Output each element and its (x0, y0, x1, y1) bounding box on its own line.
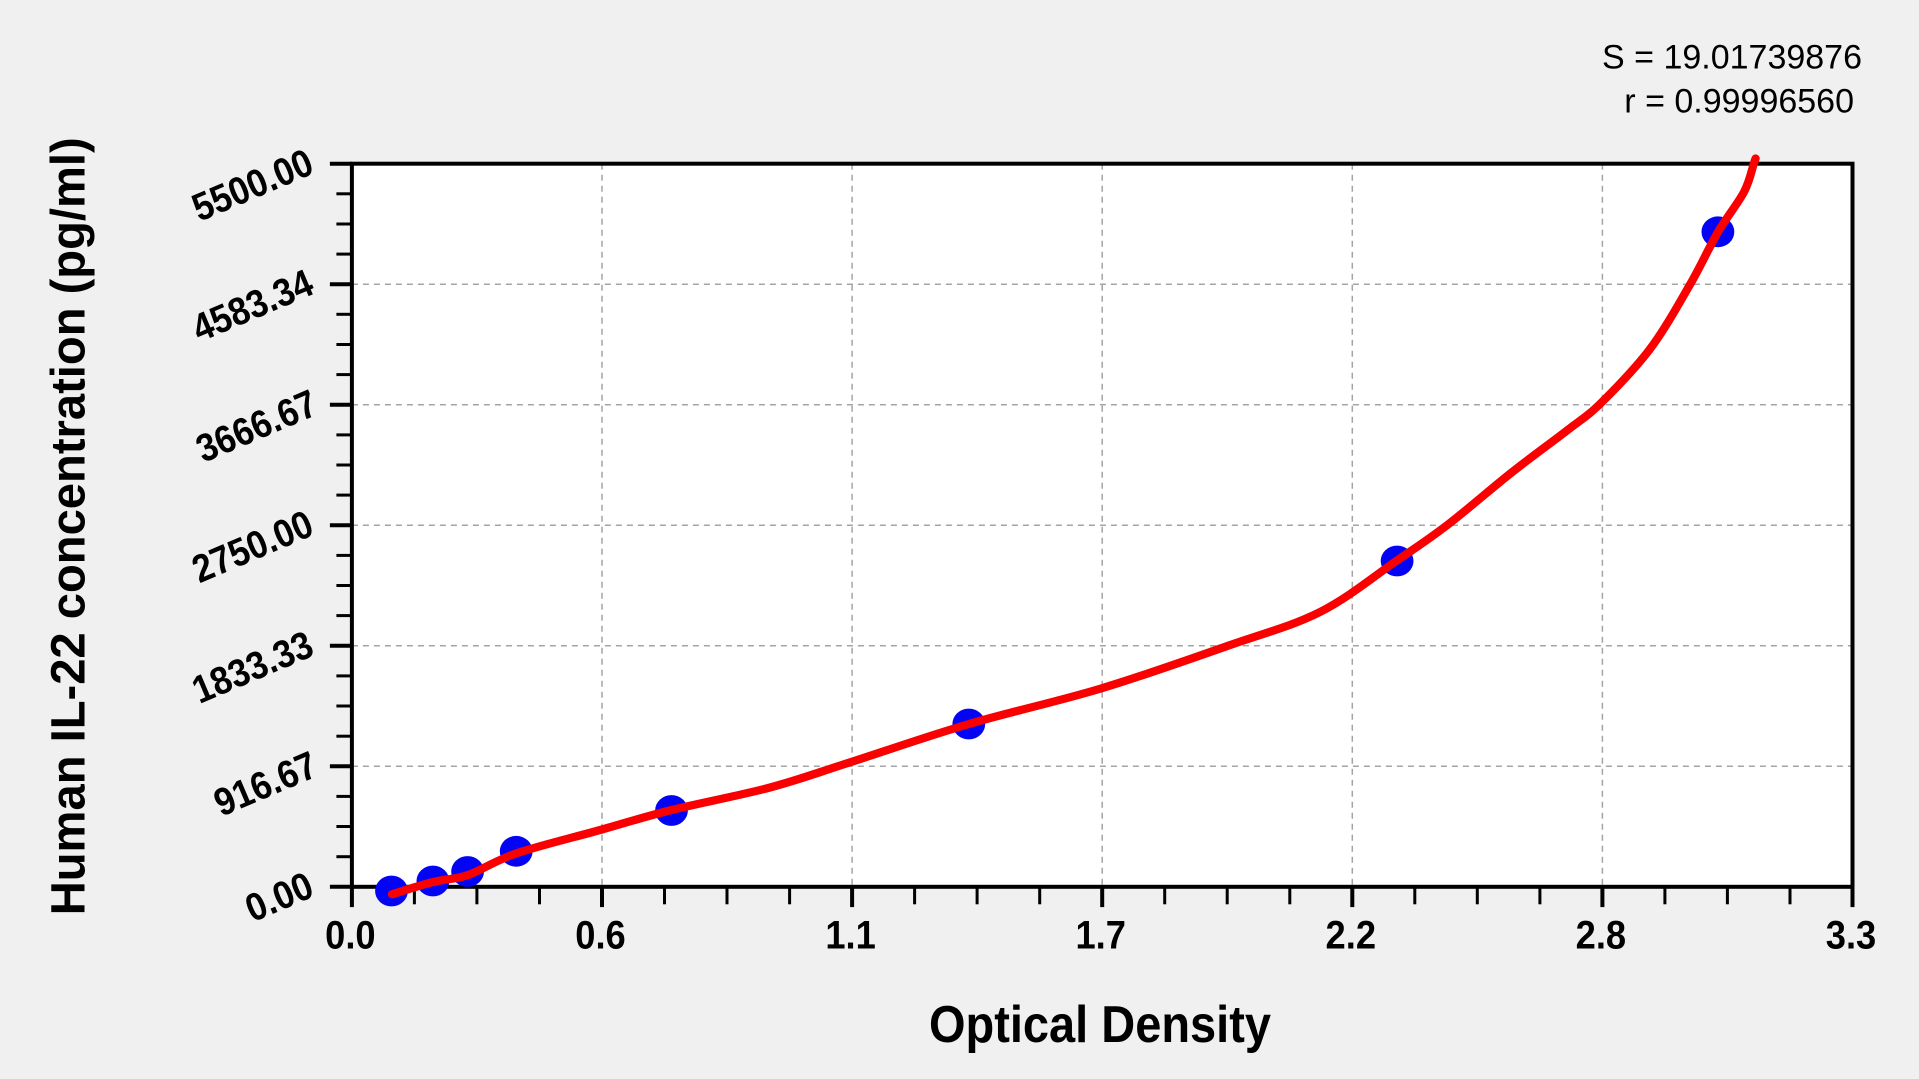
svg-text:2.2: 2.2 (1326, 914, 1377, 958)
svg-text:2.8: 2.8 (1576, 914, 1627, 958)
svg-text:1.7: 1.7 (1075, 914, 1126, 958)
svg-text:0.6: 0.6 (575, 914, 626, 958)
svg-text:S = 19.01739876: S = 19.01739876 (1602, 38, 1862, 76)
svg-text:3.3: 3.3 (1826, 914, 1877, 958)
svg-text:Optical Density: Optical Density (929, 995, 1271, 1053)
svg-text:r = 0.99996560: r = 0.99996560 (1624, 82, 1854, 120)
svg-text:0.0: 0.0 (325, 914, 376, 958)
svg-text:Human IL-22 concentration (pg/: Human IL-22 concentration (pg/ml) (43, 137, 96, 915)
svg-text:1.1: 1.1 (825, 914, 876, 958)
